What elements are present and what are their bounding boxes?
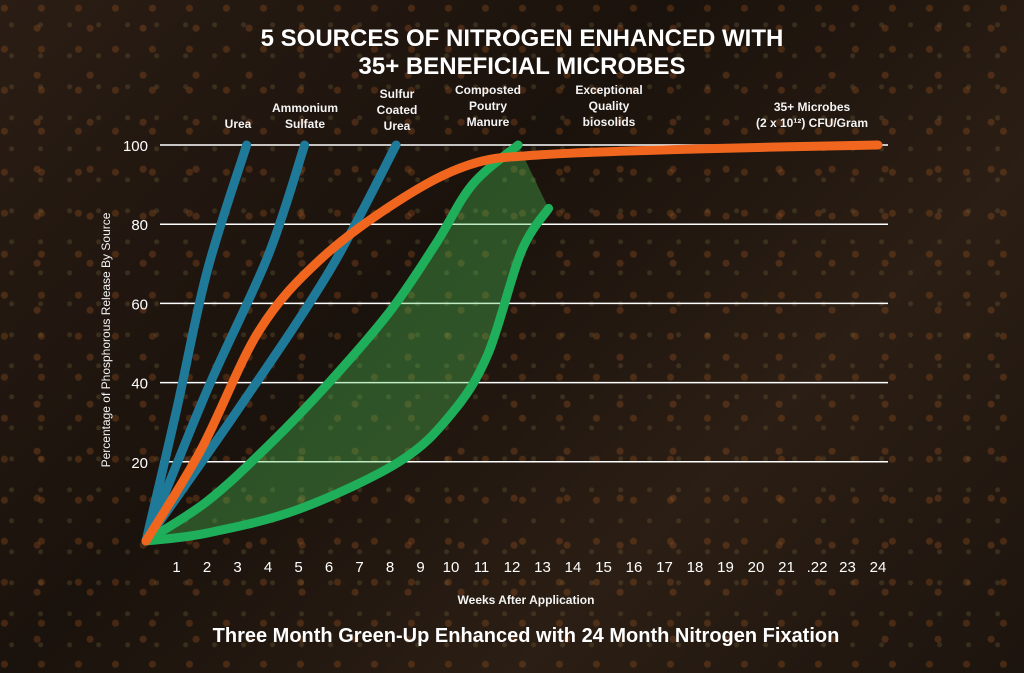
y-tick-20: 20 <box>131 455 148 472</box>
x-tick-18: 18 <box>687 559 704 576</box>
chart-title-line-2: 35+ BENEFICIAL MICROBES <box>359 53 686 80</box>
series-marks <box>141 140 883 546</box>
x-tick-2: 2 <box>203 559 211 576</box>
series-label-3-2: Manure <box>467 115 510 129</box>
x-tick-9: 9 <box>416 559 424 576</box>
x-tick-3: 3 <box>233 559 241 576</box>
x-tick-24: 24 <box>870 559 887 576</box>
x-tick-11: 11 <box>474 559 490 576</box>
series-line-biosolids <box>141 203 554 546</box>
series-label-5-0: 35+ Microbes <box>774 100 851 114</box>
series-label-2-2: Urea <box>384 119 411 133</box>
y-tick-100: 100 <box>123 138 148 155</box>
x-axis-label: Weeks After Application <box>458 593 595 607</box>
series-label-0-0: Urea <box>225 117 252 131</box>
series-label-2-1: Coated <box>377 103 418 117</box>
x-tick-13: 13 <box>534 559 551 576</box>
y-tick-60: 60 <box>131 296 148 313</box>
x-tick-23: 23 <box>839 559 856 576</box>
x-tick-4: 4 <box>264 559 272 576</box>
x-tick-7: 7 <box>355 559 363 576</box>
x-tick-1: 1 <box>172 559 180 576</box>
x-tick-20: 20 <box>748 559 765 576</box>
series-line-5 <box>141 140 883 546</box>
x-tick-10: 10 <box>443 559 460 576</box>
x-tick-17: 17 <box>656 559 673 576</box>
series-line-0 <box>141 140 252 546</box>
y-axis-label: Percentage of Phosphorous Release By Sou… <box>99 212 113 467</box>
y-tick-40: 40 <box>131 376 148 393</box>
chart-title-line-1: 5 SOURCES OF NITROGEN ENHANCED WITH <box>261 25 784 52</box>
x-tick-14: 14 <box>565 559 582 576</box>
x-tick-19: 19 <box>717 559 734 576</box>
chart-text: 5 SOURCES OF NITROGEN ENHANCED WITH 35+ … <box>99 25 886 647</box>
x-tick-16: 16 <box>626 559 643 576</box>
series-label-4-0: Exceptional <box>575 83 642 97</box>
series-label-4-2: biosolids <box>583 115 636 129</box>
series-line-manure <box>141 140 523 546</box>
x-tick-6: 6 <box>325 559 333 576</box>
chart-subtitle: Three Month Green-Up Enhanced with 24 Mo… <box>213 625 840 647</box>
series-label-5-1: (2 x 10¹²) CFU/Gram <box>756 116 868 130</box>
series-label-1-0: Ammonium <box>272 101 338 115</box>
x-tick-8: 8 <box>386 559 394 576</box>
series-label-3-0: Composted <box>455 83 521 97</box>
series-label-3-1: Poutry <box>469 99 507 113</box>
x-tick-5: 5 <box>294 559 302 576</box>
series-label-2-0: Sulfur <box>380 87 415 101</box>
x-tick-12: 12 <box>504 559 521 576</box>
series-line-1 <box>141 140 310 546</box>
y-tick-80: 80 <box>131 217 148 234</box>
x-tick-15: 15 <box>595 559 612 576</box>
series-label-4-1: Quality <box>589 99 630 113</box>
x-tick-21: 21 <box>778 559 795 576</box>
manure-biosolids-band <box>146 145 549 541</box>
series-label-1-1: Sulfate <box>285 117 325 131</box>
x-tick-22: .22 <box>807 559 828 576</box>
